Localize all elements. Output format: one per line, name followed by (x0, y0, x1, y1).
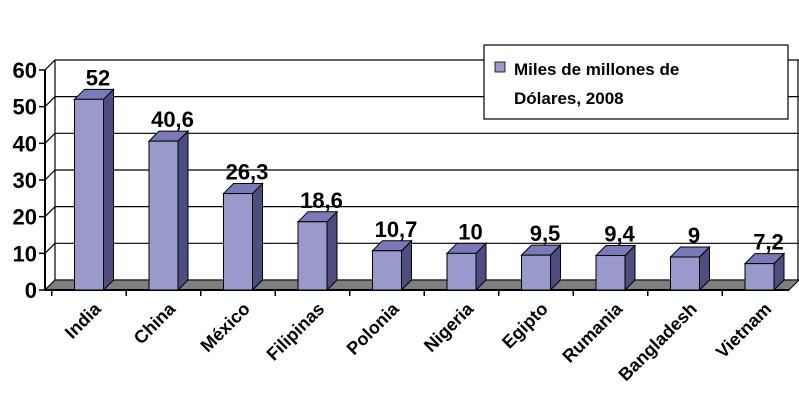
category-label: Nigeria (420, 298, 478, 356)
bar (669, 245, 711, 292)
data-label: 10,7 (375, 217, 418, 242)
bar (743, 252, 786, 292)
bar (371, 239, 413, 292)
bar (445, 242, 488, 292)
bar (73, 88, 115, 292)
bar (594, 244, 637, 292)
category-label: India (61, 298, 106, 343)
y-tick-label: 60 (13, 58, 37, 83)
bar-side (252, 182, 263, 292)
legend-box (483, 44, 789, 120)
bar (296, 210, 339, 292)
y-tick-label: 0 (25, 278, 37, 303)
gridline-side (44, 59, 56, 71)
category-label: Filipinas (263, 299, 329, 365)
data-label: 40,6 (151, 107, 194, 132)
data-label: 10 (458, 219, 482, 244)
category-label: México (197, 299, 254, 356)
gridline-side (44, 169, 56, 181)
data-label: 9 (688, 223, 700, 248)
bar-front (670, 256, 700, 291)
category-label: Vietnam (712, 299, 775, 362)
legend: Miles de millones de Dólares, 2008 (483, 44, 789, 120)
gridline-side (44, 132, 56, 144)
data-label: 9,5 (530, 221, 561, 246)
gridline-side (44, 96, 56, 108)
bar-front (446, 252, 477, 291)
category-label: China (130, 298, 180, 348)
bar (222, 182, 264, 292)
data-labels-layer: 52 40,6 26,3 18,6 10,7 10 9,5 9,4 9 7,2 (86, 65, 784, 254)
gridline-side (44, 242, 56, 254)
gridline-side (44, 206, 56, 218)
bar-front (74, 98, 104, 291)
data-label: 7,2 (753, 230, 784, 255)
y-tick-label: 40 (13, 131, 37, 156)
data-label: 52 (86, 65, 110, 90)
y-tick-label: 50 (13, 95, 37, 120)
bar-front (372, 250, 402, 291)
category-label: Polonia (343, 298, 404, 359)
bar (147, 129, 190, 292)
bar-front (148, 140, 179, 291)
bar (520, 243, 562, 292)
bar-front (595, 255, 626, 291)
legend-swatch (494, 61, 506, 73)
legend-label-line-1: Miles de millones de (514, 60, 679, 79)
bar-side (326, 210, 338, 292)
bar-front (744, 263, 775, 291)
category-label: Bangladesh (615, 299, 701, 385)
category-labels-layer: India China México Filipinas Polonia Nigeria E… (61, 298, 775, 385)
y-tick-label: 30 (13, 168, 37, 193)
data-label: 18,6 (300, 188, 343, 213)
legend-label-line-2: Dólares, 2008 (514, 89, 624, 108)
bar-front (223, 193, 253, 291)
data-label: 26,3 (226, 160, 269, 185)
category-label: Rumania (558, 298, 627, 367)
bar-side (177, 129, 189, 292)
y-tick-label: 20 (13, 205, 37, 230)
bar-side (103, 88, 114, 292)
data-label: 9,4 (604, 222, 635, 247)
bars-layer (73, 88, 786, 292)
bar-front (521, 254, 551, 291)
category-label: Egipto (498, 299, 552, 353)
bar-front (297, 221, 328, 291)
y-tick-label: 10 (13, 241, 37, 266)
